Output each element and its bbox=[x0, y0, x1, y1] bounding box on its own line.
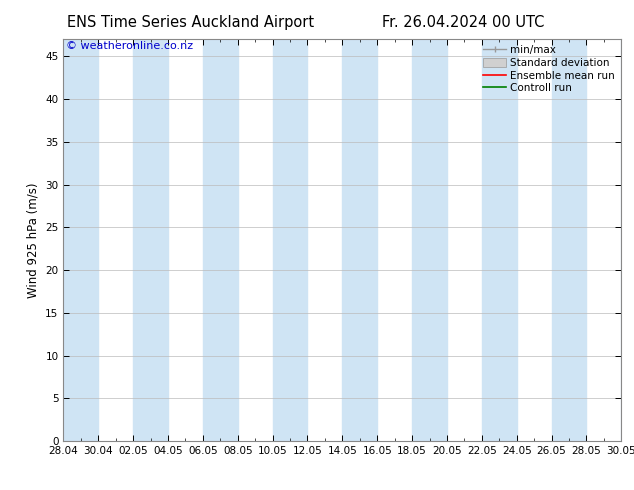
Bar bbox=[273, 39, 307, 441]
Text: © weatheronline.co.nz: © weatheronline.co.nz bbox=[66, 41, 193, 51]
Text: ENS Time Series Auckland Airport: ENS Time Series Auckland Airport bbox=[67, 15, 314, 30]
Bar bbox=[552, 39, 586, 441]
Bar bbox=[203, 39, 238, 441]
Bar bbox=[63, 39, 98, 441]
Bar bbox=[482, 39, 517, 441]
Text: Fr. 26.04.2024 00 UTC: Fr. 26.04.2024 00 UTC bbox=[382, 15, 544, 30]
Legend: min/max, Standard deviation, Ensemble mean run, Controll run: min/max, Standard deviation, Ensemble me… bbox=[479, 41, 619, 98]
Bar bbox=[621, 39, 634, 441]
Bar bbox=[412, 39, 447, 441]
Y-axis label: Wind 925 hPa (m/s): Wind 925 hPa (m/s) bbox=[27, 182, 40, 298]
Bar bbox=[342, 39, 377, 441]
Bar bbox=[133, 39, 168, 441]
